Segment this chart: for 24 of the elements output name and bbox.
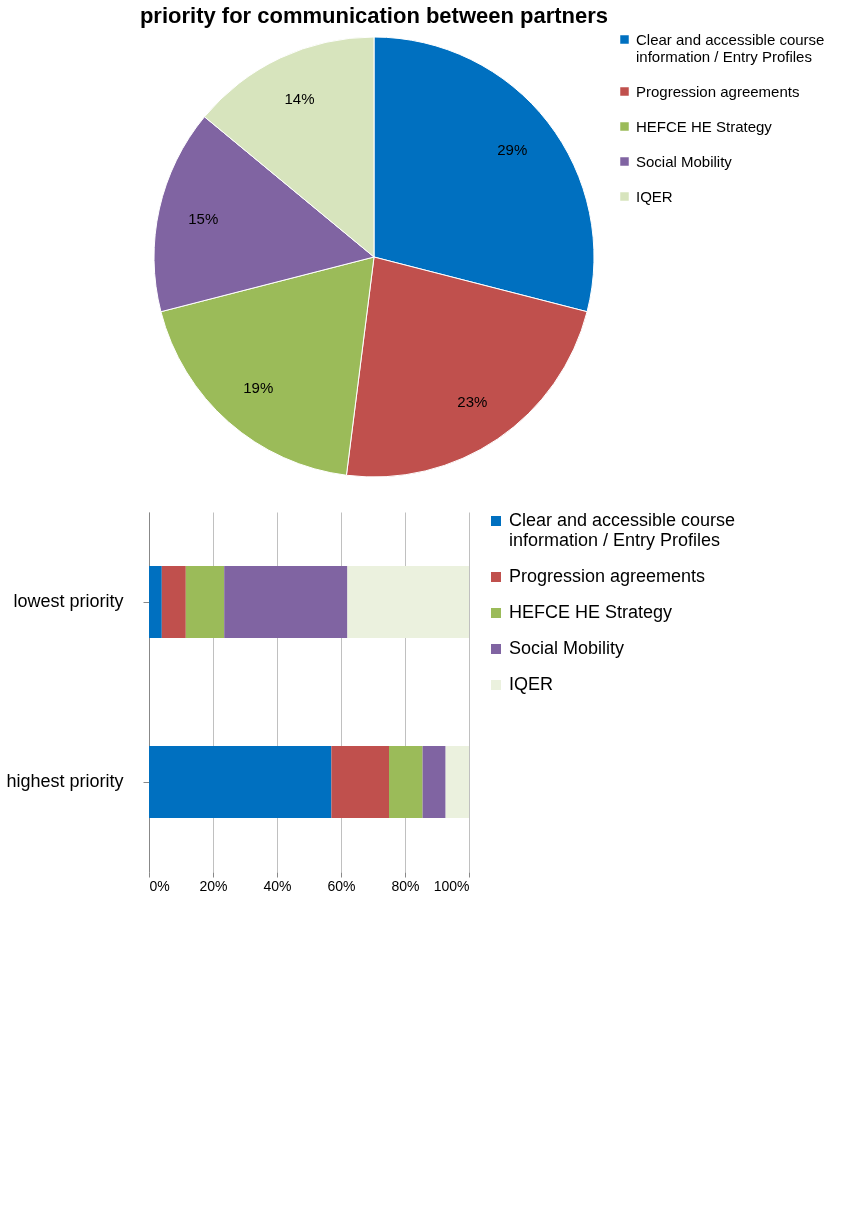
y-tick-label: highest priority — [6, 771, 124, 791]
x-tick-label: 40% — [263, 877, 292, 894]
legend-label: Social Mobility — [636, 152, 733, 170]
data-label: 23% — [457, 392, 488, 410]
data-label: 15% — [188, 209, 219, 227]
data-label: 19% — [243, 379, 274, 397]
legend-label: IQER — [509, 674, 554, 694]
data-label: 14% — [284, 89, 315, 107]
legend-label: Progression agreements — [509, 566, 706, 586]
legend-label: Clear and accessible course information / Entry Profiles — [636, 30, 825, 65]
legend-label: Clear and accessible course information / Entry Profiles — [509, 510, 736, 550]
legend-label: Progression agreements — [636, 82, 800, 100]
legend-label: Social Mobility — [509, 638, 625, 658]
y-tick-label: lowest priority — [13, 591, 124, 611]
x-tick-label: 60% — [327, 877, 356, 894]
data-label: 29% — [497, 140, 528, 158]
x-tick-label: 80% — [391, 877, 420, 894]
x-tick-label: 0% — [149, 877, 170, 894]
legend-label: HEFCE HE Strategy — [636, 117, 773, 135]
chart-title: priority for communication between partners — [139, 3, 609, 28]
legend-label: IQER — [636, 187, 673, 205]
x-tick-label: 100% — [433, 877, 470, 894]
x-tick-label: 20% — [199, 877, 228, 894]
legend-label: HEFCE HE Strategy — [509, 602, 673, 622]
